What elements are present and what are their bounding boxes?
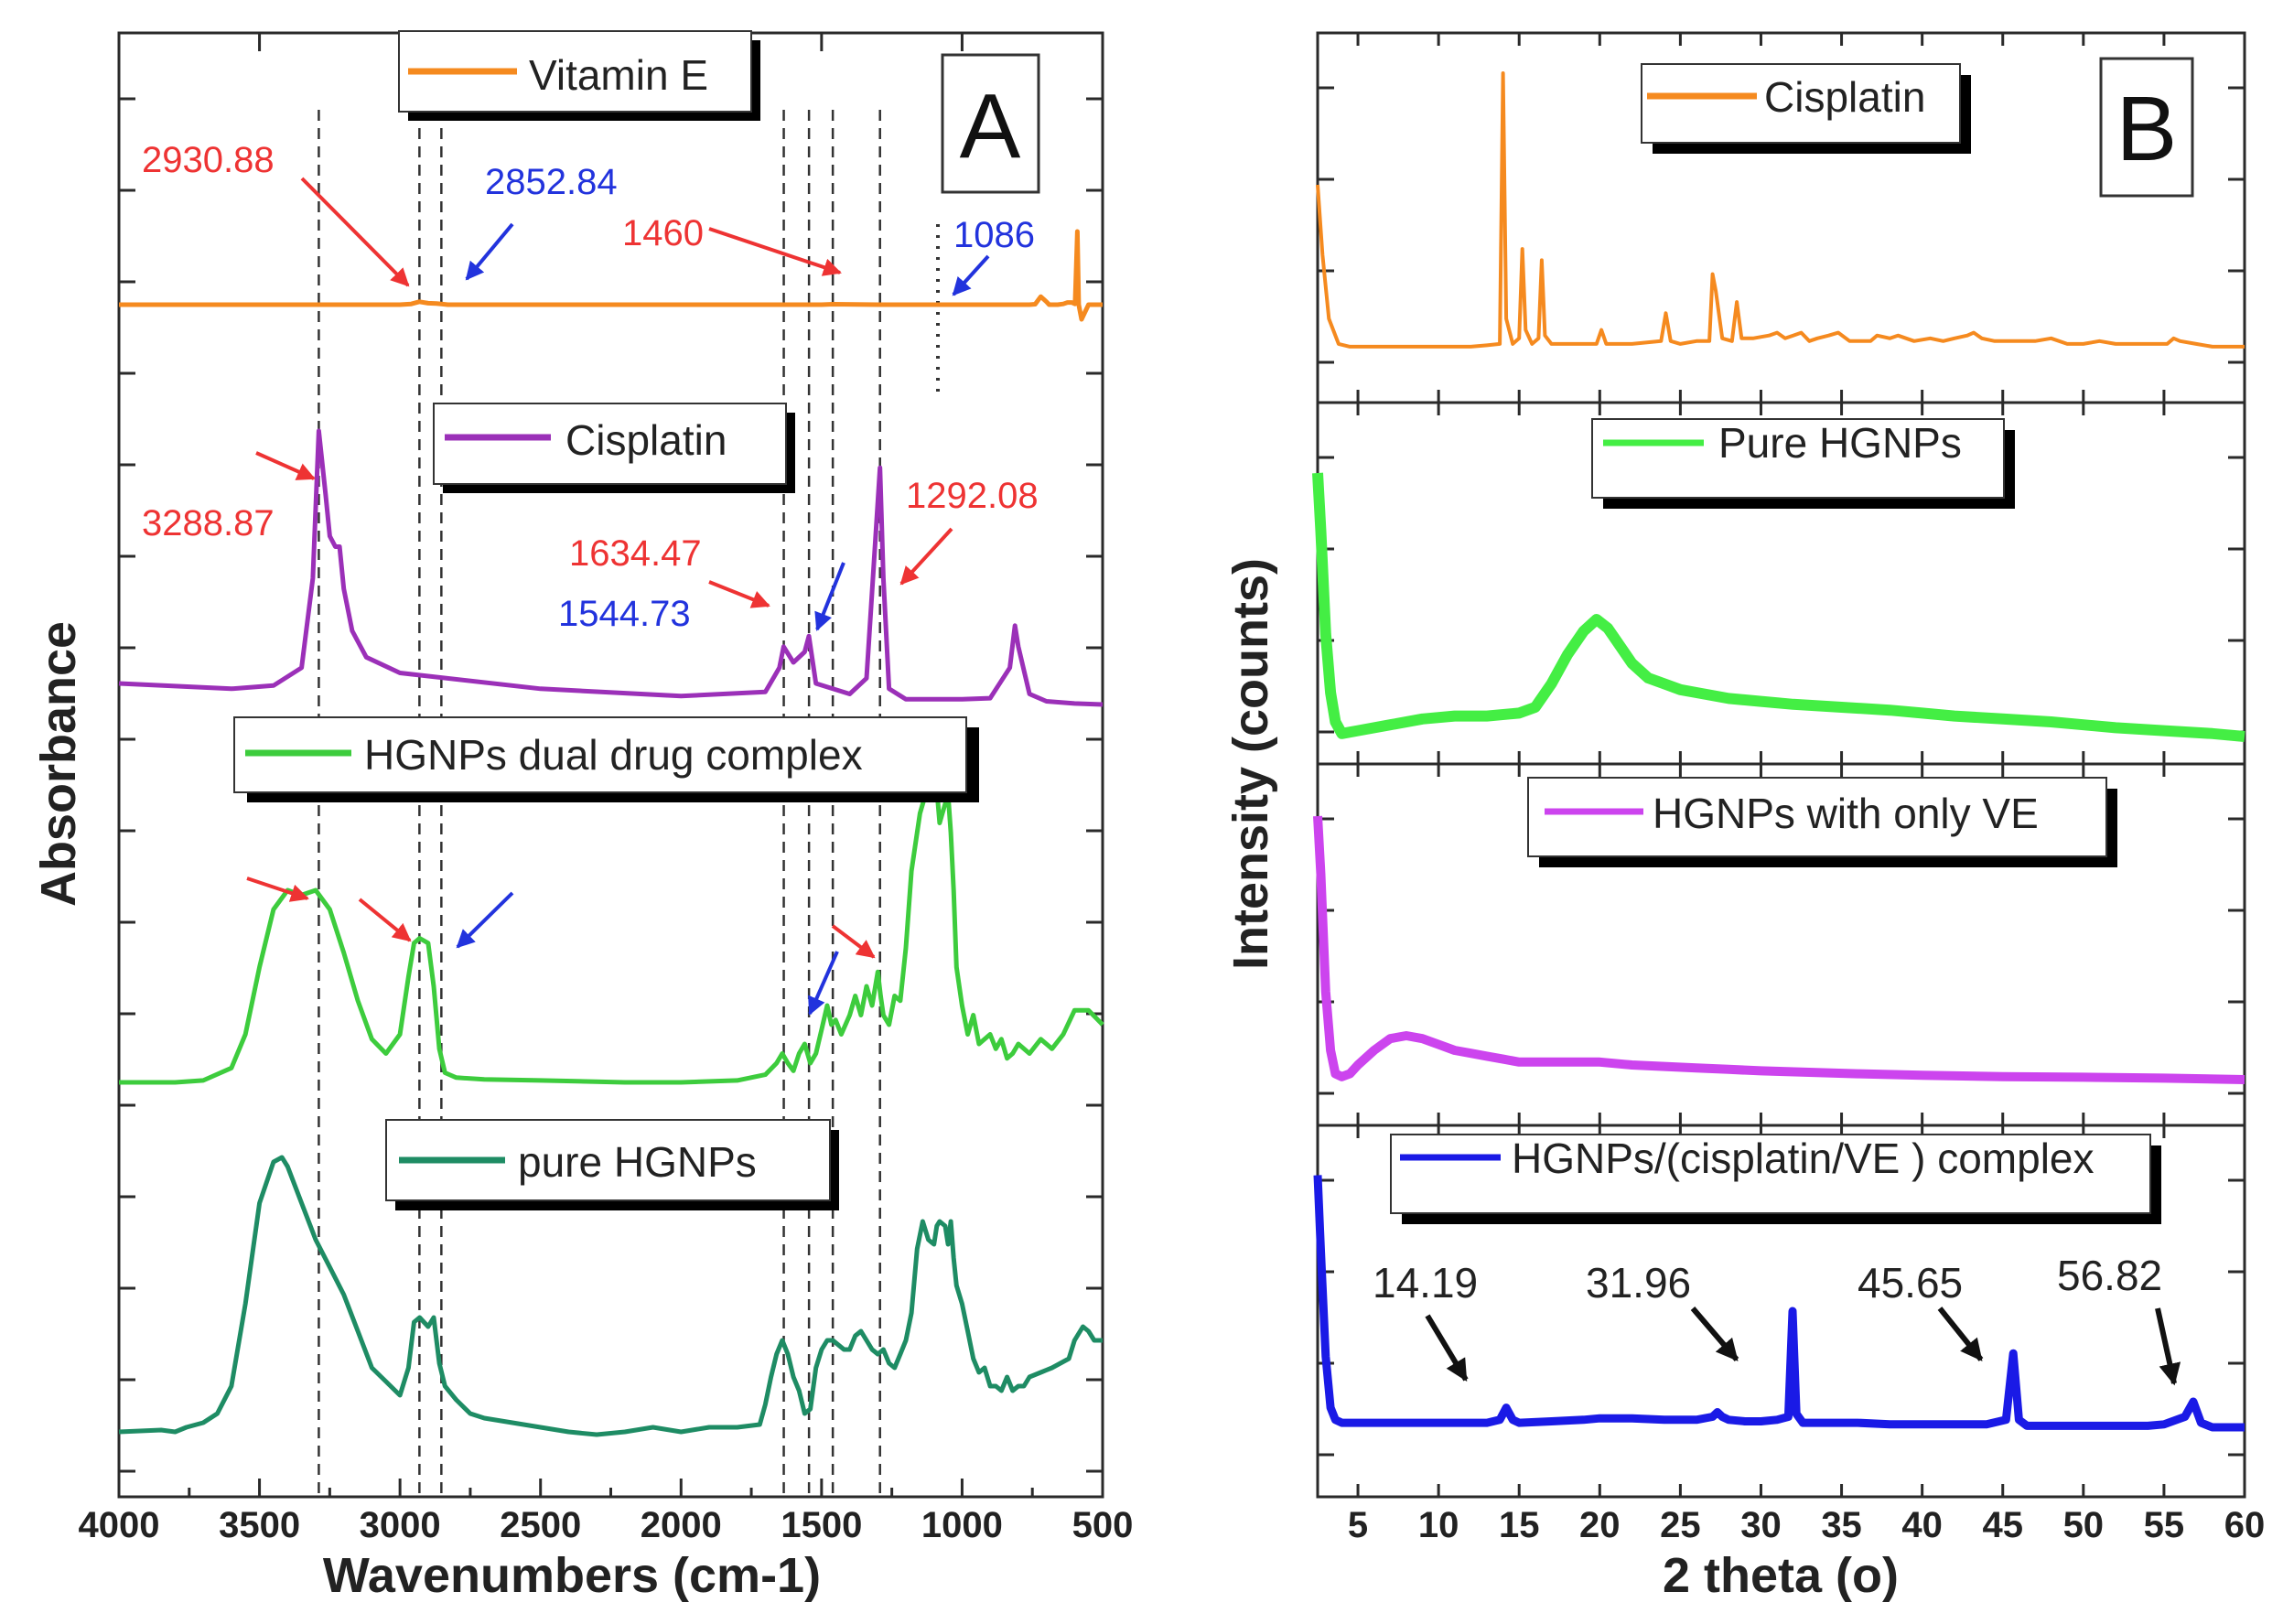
annotation-1292-08: 1292.08	[906, 476, 1039, 516]
legend-b-pure-hgnps: Pure HGNPs	[1591, 418, 2015, 509]
x-tick-label: 55	[2144, 1505, 2185, 1545]
x-axis-label: 2 theta (o)	[1663, 1548, 1899, 1603]
legend-b-hgnps-ve: HGNPs with only VE	[1527, 777, 2117, 867]
reference-lines	[318, 110, 941, 1497]
x-tick-label: 1000	[921, 1505, 1003, 1545]
spectra	[118, 229, 1104, 1437]
peak-annotations: 14.19 31.96 45.65 56.82	[1373, 1252, 2181, 1386]
spectrum-vitamin-e	[119, 229, 1103, 322]
x-tick-label: 35	[1821, 1505, 1862, 1545]
x-tick-label: 3000	[360, 1505, 441, 1545]
pattern-hgnps-cisplatin-ve-complex	[1313, 1175, 2245, 1432]
x-tick-label: 500	[1072, 1505, 1134, 1545]
x-tick-label: 15	[1499, 1505, 1540, 1545]
spectrum-hgnps-dual-drug-complex	[119, 782, 1104, 1085]
legend-b-complex: HGNPs/(cisplatin/VE ) complex	[1390, 1134, 2161, 1224]
peak-label-31-96: 31.96	[1586, 1259, 1691, 1307]
x-tick-label: 50	[2063, 1505, 2105, 1545]
legend-label: HGNPs with only VE	[1653, 790, 2039, 837]
spectrum-cisplatin	[118, 428, 1104, 707]
legend-label: Vitamin E	[529, 51, 708, 99]
x-tick-label: 4000	[79, 1505, 160, 1545]
annotation-1460: 1460	[622, 213, 704, 253]
annotation-2930-88: 2930.88	[142, 140, 275, 180]
panel-label-b: B	[2099, 57, 2194, 198]
panel-label-text: B	[2116, 78, 2178, 180]
panel-label-text: A	[960, 75, 1021, 177]
x-tick-label: 2500	[500, 1505, 581, 1545]
spectrum-pure-hgnps	[118, 1155, 1103, 1437]
ftir-panel: 4000 3500 3000 2500 2000 1500 1000 500 A Vitami…	[31, 30, 1134, 1603]
peak-label-14-19: 14.19	[1373, 1259, 1478, 1307]
annotation-3288-87: 3288.87	[142, 503, 275, 543]
x-ticks: 5 10 15 20 25 30 35 40 45 50 55 60	[1348, 33, 2265, 1545]
annotation-1086: 1086	[953, 215, 1035, 255]
legend-label: Pure HGNPs	[1718, 419, 1962, 467]
panel-label-a: A	[941, 53, 1040, 194]
legend-label: HGNPs/(cisplatin/VE ) complex	[1512, 1135, 2095, 1182]
xrd-panel: 5 10 15 20 25 30 35 40 45 50 55 60 B Cisplatin Pure…	[1223, 31, 2265, 1603]
x-tick-label: 3500	[219, 1505, 300, 1545]
legend-label: Cisplatin	[565, 416, 727, 464]
legend-label: HGNPs dual drug complex	[364, 731, 863, 779]
pattern-hgnps-with-only-ve	[1313, 815, 2245, 1084]
y-ticks	[119, 97, 1103, 1473]
pattern-cisplatin	[1316, 71, 2245, 349]
x-tick-label: 25	[1660, 1505, 1701, 1545]
annotation-1544-73: 1544.73	[558, 594, 691, 634]
legend-hgnps-dual: HGNPs dual drug complex	[233, 716, 979, 802]
x-ticks: 4000 3500 3000 2500 2000 1500 1000 500	[79, 33, 1134, 1545]
legend-label: Cisplatin	[1764, 73, 1925, 121]
peak-label-45-65: 45.65	[1858, 1259, 1963, 1307]
x-axis-label: Wavenumbers (cm-1)	[323, 1548, 821, 1603]
x-tick-label: 30	[1740, 1505, 1782, 1545]
arrows-dual-drug	[246, 877, 876, 1016]
legend-cisplatin: Cisplatin	[433, 403, 795, 493]
annotation-2852-84: 2852.84	[485, 162, 618, 202]
y-ticks	[1318, 86, 2245, 1457]
legend-label: pure HGNPs	[518, 1138, 757, 1186]
diffractograms	[1312, 71, 2245, 1432]
legend-pure-hgnps: pure HGNPs	[385, 1119, 839, 1210]
y-axis-label: Intensity (counts)	[1223, 558, 1278, 970]
annotations-cisplatin: 3288.87 1634.47 1544.73 1292.08	[142, 451, 1039, 634]
annotation-1634-47: 1634.47	[569, 533, 702, 574]
legend-b-cisplatin: Cisplatin	[1641, 63, 1971, 154]
x-tick-label: 40	[1901, 1505, 1943, 1545]
x-tick-label: 45	[1982, 1505, 2023, 1545]
annotations-vitamin-e: 2930.88 2852.84 1460 1086	[142, 140, 1035, 296]
legend-vitamin-e: Vitamin E	[398, 30, 760, 121]
pattern-pure-hgnps	[1312, 472, 2245, 742]
x-tick-label: 10	[1418, 1505, 1459, 1545]
y-axis-label: Absorbance	[31, 621, 86, 907]
x-tick-label: 60	[2224, 1505, 2266, 1545]
x-tick-label: 20	[1579, 1505, 1621, 1545]
x-tick-label: 1500	[781, 1505, 862, 1545]
x-tick-label: 2000	[641, 1505, 722, 1545]
x-tick-label: 5	[1348, 1505, 1368, 1545]
peak-label-56-82: 56.82	[2057, 1252, 2162, 1299]
